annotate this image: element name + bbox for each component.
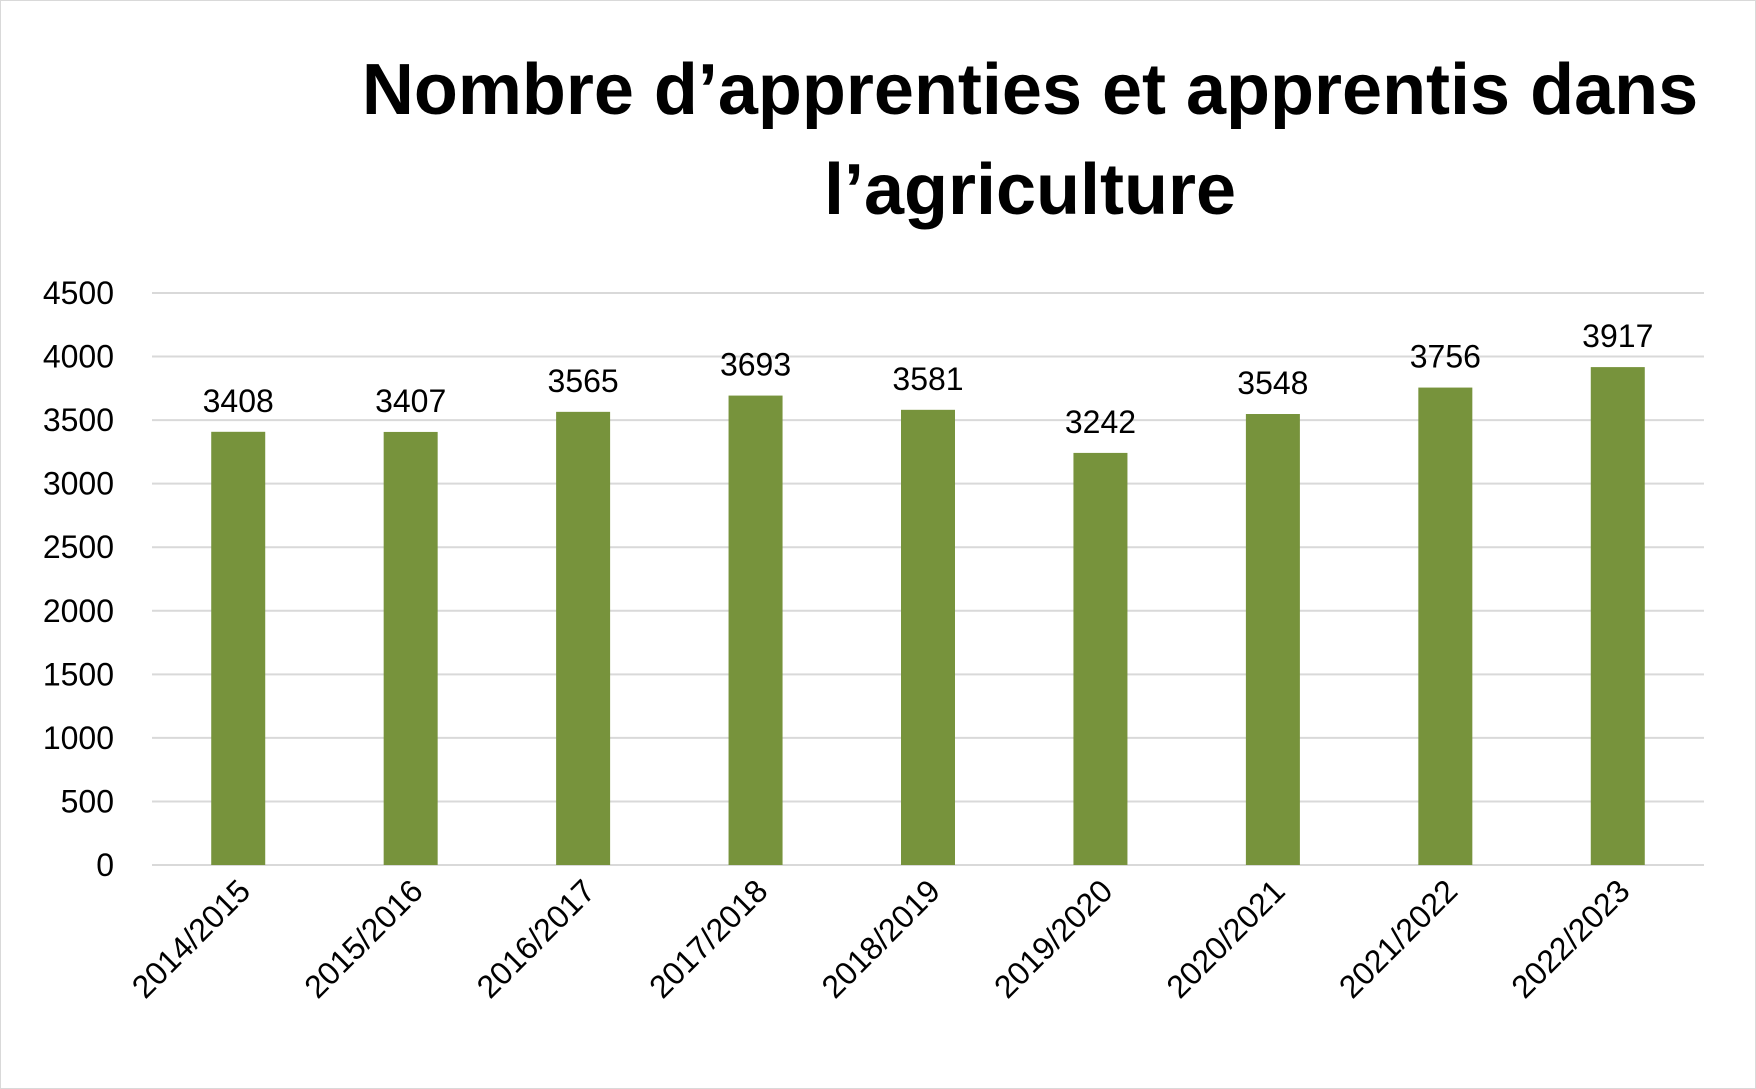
y-tick-label: 0 [96,847,114,883]
data-label: 3548 [1237,365,1308,401]
y-tick-label: 1000 [43,720,114,756]
bar [1418,387,1473,865]
data-label: 3408 [203,383,274,419]
data-label: 3407 [375,383,446,419]
x-tick-label: 2020/2021 [1159,872,1291,1004]
bar [556,411,611,865]
x-tick-label: 2018/2019 [815,872,947,1004]
data-label: 3581 [892,361,963,397]
bar [383,431,438,865]
bar [1245,414,1300,865]
chart-title: Nombre d’apprenties et apprentis dans l’… [361,50,1699,230]
bar [1590,367,1645,865]
x-tick-label: 2014/2015 [125,872,257,1004]
data-label: 3693 [720,347,791,383]
y-tick-label: 4000 [43,339,114,375]
bar [1073,452,1128,865]
x-tick-label: 2019/2020 [987,872,1119,1004]
y-tick-label: 2000 [43,593,114,629]
y-tick-label: 3500 [43,402,114,438]
bar [211,431,266,865]
data-label: 3242 [1065,404,1136,440]
bar [901,409,955,865]
y-tick-label: 500 [61,783,114,819]
data-label: 3756 [1410,339,1481,375]
x-tick-label: 2021/2022 [1332,872,1464,1004]
x-tick-label: 2017/2018 [642,872,774,1004]
x-tick-label: 2022/2023 [1504,872,1636,1004]
y-tick-label: 4500 [43,275,114,311]
bar [728,395,783,865]
y-tick-label: 2500 [43,529,114,565]
x-tick-label: 2016/2017 [470,872,602,1004]
y-tick-label: 1500 [43,656,114,692]
data-label: 3565 [548,363,619,399]
x-tick-label: 2015/2016 [297,872,429,1004]
y-tick-label: 3000 [43,466,114,502]
data-label: 3917 [1582,318,1653,354]
